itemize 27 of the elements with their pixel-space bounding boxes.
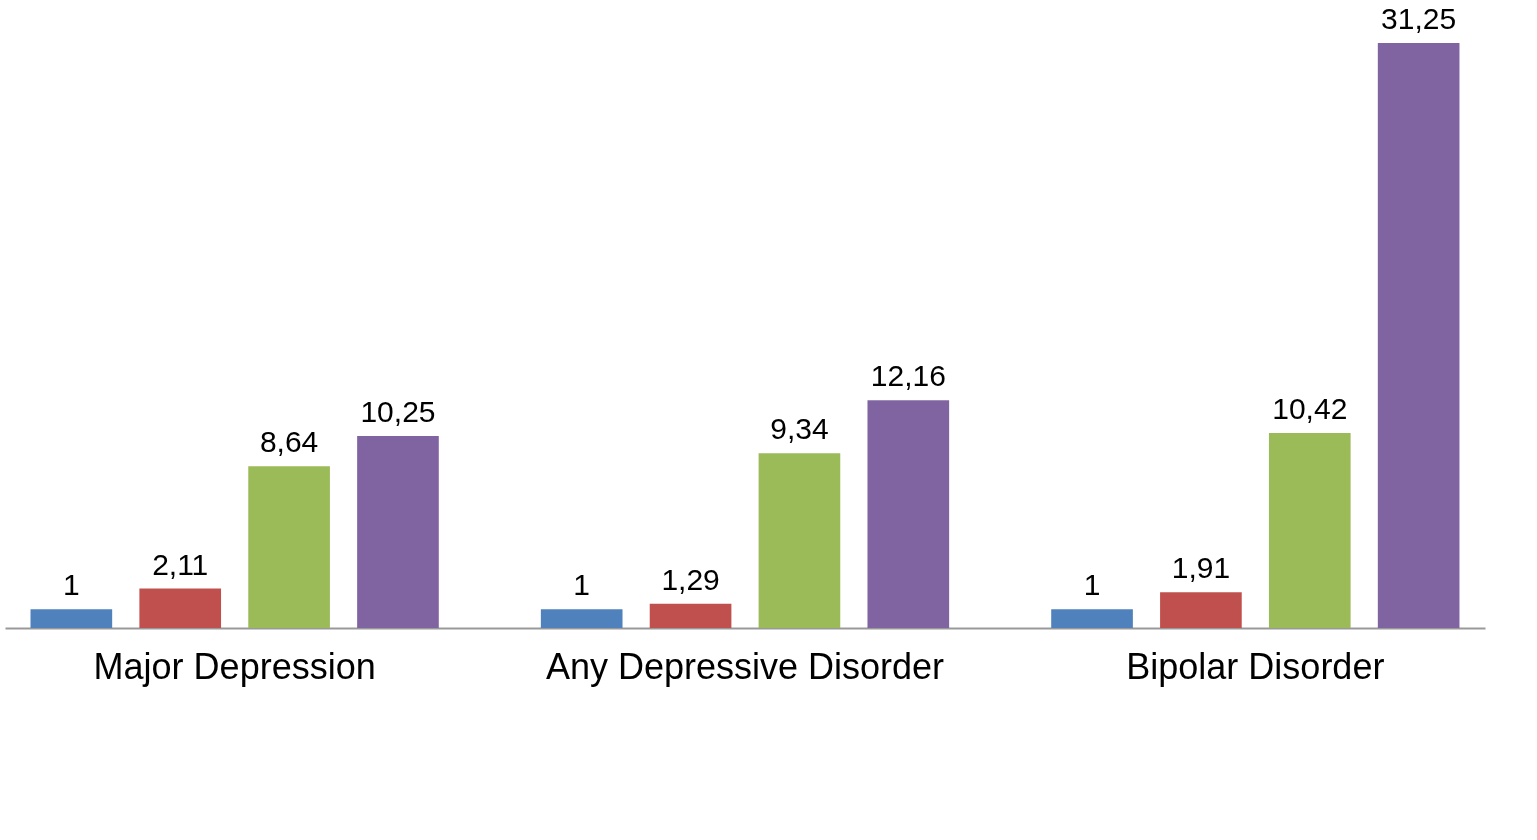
data-label: 31,25 [1381,2,1457,35]
bar [1051,609,1133,628]
x-tick-label: Bipolar Disorder [1126,645,1385,687]
data-label: 1,29 [661,562,720,596]
data-label: 1 [63,568,80,602]
data-label: 1 [1083,568,1101,602]
data-label: 9,34 [770,412,829,446]
data-label: 10,42 [1272,391,1348,425]
bar [248,466,330,628]
data-label: 10,25 [360,395,436,429]
bar [867,400,950,628]
data-label: 2,11 [152,547,209,581]
data-label: 1,91 [1171,551,1231,585]
bar [758,453,841,628]
bar [649,603,732,628]
data-label: 8,64 [259,425,319,459]
bar [540,609,623,628]
bar [1160,592,1242,628]
bar [357,436,439,628]
data-label: 12,16 [870,359,946,393]
bar [1268,432,1351,628]
x-tick-label: Major Depression [93,645,376,687]
bar [1377,43,1460,628]
data-label: 1 [573,568,591,602]
bar [30,609,113,628]
x-tick-label: Any Depressive Disorder [545,645,945,687]
bar [139,588,222,628]
